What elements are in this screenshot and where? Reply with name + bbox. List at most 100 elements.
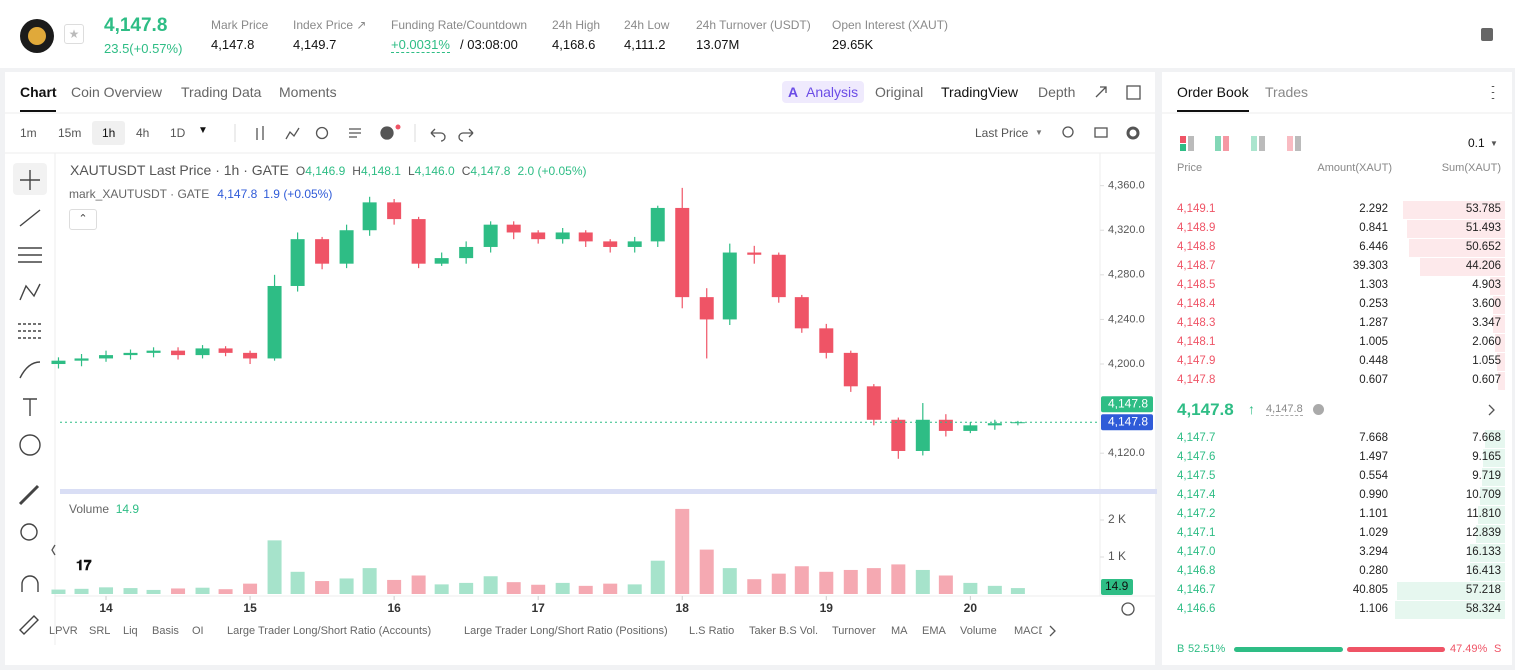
icon-refresh[interactable] [315, 126, 329, 140]
icon-chevron[interactable] [1049, 625, 1056, 637]
interval[interactable]: 1m [20, 126, 37, 140]
tool-edit[interactable] [19, 615, 39, 635]
icon-expand[interactable] [1095, 86, 1107, 98]
icon-window[interactable] [1126, 85, 1141, 100]
icon-chevron[interactable] [1488, 404, 1495, 416]
view-tab[interactable]: TradingView [941, 84, 1019, 100]
icon-bids[interactable] [1259, 136, 1265, 151]
indicator-tab[interactable]: MACD [1014, 625, 1042, 637]
view-tab[interactable]: Original [875, 84, 924, 100]
tool-lines[interactable] [18, 247, 42, 263]
icon-indicators[interactable] [285, 127, 300, 140]
indicator-tab[interactable]: L.S Ratio [689, 625, 735, 637]
icon-both[interactable] [1188, 136, 1194, 151]
depth-bar [1495, 334, 1505, 352]
interval[interactable]: 15m [58, 126, 82, 140]
ob-price[interactable]: 4,148.7 [1177, 260, 1216, 272]
icon-add[interactable] [380, 126, 394, 140]
price-source[interactable]: Last Price [975, 126, 1029, 140]
ob-price[interactable]: 4,146.6 [1177, 603, 1216, 615]
icon-template[interactable] [349, 128, 361, 138]
icon-search[interactable] [1062, 126, 1074, 138]
ob-price[interactable]: 4,147.7 [1177, 432, 1216, 444]
ob-price[interactable]: 4,149.1 [1177, 203, 1216, 215]
ohlc-label: C [461, 164, 471, 178]
tool-emoji[interactable] [19, 434, 41, 456]
tool-fib[interactable] [18, 323, 42, 339]
icon-buy[interactable] [1215, 136, 1221, 151]
indicator-tab[interactable]: Volume [960, 625, 997, 637]
ob-price[interactable]: 4,147.1 [1177, 527, 1216, 539]
chart-tab[interactable]: Chart [20, 84, 57, 100]
indicator-tab[interactable]: OI [192, 625, 204, 637]
chart-tab[interactable]: Coin Overview [71, 84, 163, 100]
indicator-tab[interactable]: Turnover [832, 625, 876, 637]
ob-price[interactable]: 4,148.3 [1177, 317, 1216, 329]
candle [843, 350, 858, 392]
favorite-button[interactable]: ★ [64, 24, 84, 44]
ob-price[interactable]: 4,147.9 [1177, 355, 1216, 367]
view-tab[interactable]: Analysis [806, 84, 859, 100]
icon-candles[interactable] [256, 126, 264, 140]
indicator-tab[interactable]: Liq [123, 625, 138, 637]
candle [675, 187, 690, 309]
precision[interactable]: 0.1 [1468, 136, 1485, 150]
icon-axis-settings[interactable] [1121, 602, 1135, 616]
icon-both[interactable] [1180, 136, 1186, 143]
ob-price[interactable]: 4,147.0 [1177, 546, 1216, 558]
ob-price[interactable]: 4,147.5 [1177, 470, 1216, 482]
ob-price[interactable]: 4,148.9 [1177, 222, 1216, 234]
icon-bids[interactable] [1251, 136, 1257, 151]
tool-ruler[interactable] [18, 484, 40, 506]
ob-price[interactable]: 4,147.4 [1177, 489, 1216, 501]
indicator-tab[interactable]: MA [891, 625, 908, 637]
indicator-tab[interactable]: Taker B.S Vol. [749, 625, 819, 637]
icon-asks[interactable] [1287, 136, 1293, 151]
chart-tab[interactable]: Trading Data [181, 84, 262, 100]
icon-camera[interactable] [1094, 127, 1108, 138]
volume-bar [74, 588, 89, 594]
indicator-tab[interactable]: Basis [152, 625, 179, 637]
icon-both[interactable] [1180, 144, 1186, 151]
ob-price[interactable]: 4,147.8 [1177, 374, 1216, 386]
indicator-tab[interactable]: Large Trader Long/Short Ratio (Positions… [464, 625, 668, 637]
buy-label: B [1177, 643, 1185, 655]
ob-price[interactable]: 4,147.2 [1177, 508, 1216, 520]
icon-collapse[interactable] [51, 544, 56, 556]
ob-price[interactable]: 4,148.1 [1177, 336, 1216, 348]
volume-bar [290, 571, 305, 594]
icon-asks[interactable] [1295, 136, 1301, 151]
tool-crosshair[interactable] [20, 170, 40, 190]
icon-book[interactable] [1481, 28, 1493, 41]
view-tab[interactable]: Depth [1038, 84, 1076, 100]
indicator-tab[interactable]: SRL [89, 625, 111, 637]
ob-tab[interactable]: Order Book [1177, 84, 1249, 100]
volume-bar [578, 585, 593, 594]
ob-price[interactable]: 4,148.4 [1177, 298, 1216, 310]
interval[interactable]: 4h [136, 126, 150, 140]
ob-price[interactable]: 4,147.6 [1177, 451, 1216, 463]
indicator-tab[interactable]: Large Trader Long/Short Ratio (Accounts) [227, 625, 432, 637]
tool-trendline[interactable] [19, 209, 41, 227]
tool-pattern[interactable] [19, 283, 41, 301]
icon-undo[interactable] [430, 128, 446, 142]
icon-redo[interactable] [458, 128, 474, 142]
ob-price[interactable]: 4,146.7 [1177, 584, 1216, 596]
icon-settings[interactable] [1126, 126, 1140, 140]
tool-zoom[interactable] [20, 523, 38, 541]
interval[interactable]: 1h [102, 126, 116, 140]
indicator-tab[interactable]: LPVR [49, 625, 78, 637]
ob-tab[interactable]: Trades [1265, 84, 1309, 100]
icon-buy[interactable] [1223, 136, 1229, 151]
candle-body [459, 246, 474, 259]
tool-brush[interactable] [19, 361, 41, 379]
tool-magnet[interactable] [21, 575, 39, 592]
indicator-tab[interactable]: EMA [922, 625, 946, 637]
collapse-button[interactable]: ⌃ [69, 209, 97, 230]
chart-tab[interactable]: Moments [279, 84, 337, 100]
ob-price[interactable]: 4,148.8 [1177, 241, 1216, 253]
tool-text[interactable] [23, 398, 37, 416]
ob-price[interactable]: 4,146.8 [1177, 565, 1216, 577]
interval[interactable]: 1D [170, 126, 186, 140]
ob-price[interactable]: 4,148.5 [1177, 279, 1216, 291]
